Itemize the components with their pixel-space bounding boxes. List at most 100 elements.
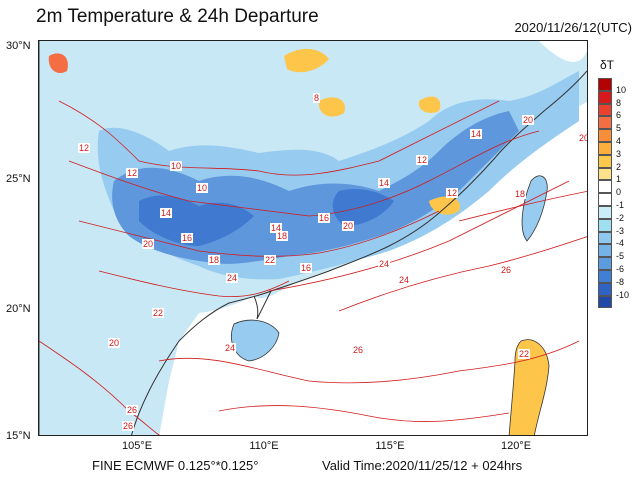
contour-label-halo (352, 345, 365, 355)
legend-swatch (598, 218, 612, 232)
contour-label-halo (318, 213, 331, 223)
lat-label-20: 20°N (6, 303, 31, 315)
contour-label: 8 (314, 93, 319, 103)
contour-label: 12 (127, 168, 137, 178)
contour-label-halo (398, 275, 411, 285)
contour-label: 24 (225, 343, 235, 353)
forecast-timestamp: 2020/11/26/12(UTC) (514, 20, 632, 35)
taiwan-island (521, 175, 548, 242)
contour-label: 14 (271, 223, 281, 233)
vietnam-coast (131, 340, 180, 435)
legend-swatch (598, 244, 612, 258)
china-coastline (39, 41, 587, 435)
contour-label: 14 (379, 178, 389, 188)
contour-label-halo (276, 231, 289, 241)
legend-tick-label: -3 (616, 225, 625, 236)
legend-tick-label: 8 (616, 97, 622, 108)
contour-label: 16 (319, 213, 329, 223)
contour-label: 22 (519, 349, 529, 359)
legend-tick-label: -4 (616, 238, 625, 249)
contour-label: 24 (379, 259, 389, 269)
legend-swatch (598, 257, 612, 270)
contour-label: 24 (227, 273, 237, 283)
contour-label-halo (416, 155, 429, 165)
legend-tick-label: -5 (616, 251, 625, 262)
contour-label: 18 (209, 255, 219, 265)
contour-label: 22 (153, 308, 163, 318)
contour-label-halo (300, 263, 313, 273)
contour-label: 26 (127, 405, 137, 415)
legend-swatch (598, 154, 612, 168)
legend-swatch (598, 129, 612, 142)
contour-label-halo (126, 168, 139, 178)
legend-swatch (598, 180, 612, 194)
contour-label: 16 (182, 233, 192, 243)
legend-tick-label: 1 (616, 174, 622, 185)
warm-patch-north (284, 48, 329, 73)
temperature-map[interactable]: 12 10 14 14 16 18 20 22 24 26 20 12 16 1… (38, 40, 588, 436)
contour-label-halo (578, 133, 587, 143)
legend-tick-label: -10 (616, 289, 630, 300)
contour-label: 20 (109, 338, 119, 348)
temperature-contours (39, 100, 587, 435)
legend-swatch (598, 269, 612, 283)
map-canvas: 12 10 14 14 16 18 20 22 24 26 20 12 16 1… (39, 41, 587, 435)
lon-label-110: 110°E (249, 440, 279, 452)
contour-label-halo (126, 405, 139, 415)
contour-label: 10 (197, 183, 207, 193)
contour-label: 26 (353, 345, 363, 355)
contour-label-halo (160, 208, 173, 218)
contour-label: 26 (501, 265, 511, 275)
legend-swatch (598, 231, 612, 245)
legend-swatch (598, 295, 612, 309)
valid-time-label: Valid Time:2020/11/25/12 + 024hrs (322, 458, 523, 473)
contour-label: 10 (171, 161, 181, 171)
contour-label-halo (226, 273, 239, 283)
contour-label-halo (181, 233, 194, 243)
warm-patch-north-2 (318, 97, 345, 117)
color-legend (598, 78, 612, 309)
lat-label-15: 15°N (6, 430, 31, 442)
lon-label-115: 115°E (375, 440, 405, 452)
contour-label-halo (518, 349, 531, 359)
legend-swatch (598, 282, 612, 296)
legend-tick-label: 2 (616, 161, 622, 172)
contour-label: 12 (79, 143, 89, 153)
legend-tick-label: -6 (616, 264, 625, 274)
legend-swatch (598, 116, 612, 130)
contour-label-group: 12 10 14 14 16 18 20 22 24 26 20 12 16 1… (78, 93, 587, 431)
contour-label: 12 (417, 155, 427, 165)
contour-label-halo (78, 143, 91, 153)
contour-label: 22 (265, 255, 275, 265)
contour-label: 20 (143, 239, 153, 249)
lat-label-30: 30°N (6, 40, 31, 52)
luzon-island (508, 339, 550, 435)
contour-label-halo (313, 93, 321, 103)
legend-swatch (598, 78, 612, 91)
contour-label-halo (378, 259, 391, 269)
contour-label: 20 (343, 221, 353, 231)
contour-label: 16 (301, 263, 311, 273)
contour-label-halo (500, 265, 513, 275)
contour-label-halo (264, 255, 277, 265)
contour-label-halo (208, 255, 221, 265)
legend-tick-label: 10 (616, 84, 627, 95)
contour-label: 20 (523, 115, 533, 125)
legend-swatch (598, 193, 612, 206)
contour-label: 18 (277, 231, 287, 241)
legend-swatch (598, 167, 612, 181)
contour-label-halo (224, 343, 237, 353)
contour-label-halo (470, 129, 483, 139)
legend-tick-label: 5 (616, 123, 622, 134)
warm-patch-east (418, 96, 441, 113)
contour-label: 14 (161, 208, 171, 218)
model-label: FINE ECMWF 0.125°*0.125° (92, 458, 259, 473)
legend-tick-label: -8 (616, 276, 625, 287)
contour-label-halo (152, 308, 165, 318)
contour-label: 26 (123, 421, 133, 431)
contour-label-halo (378, 178, 391, 188)
warm-patch-northwest (48, 53, 68, 74)
contour-label-halo (142, 239, 155, 249)
lon-label-105: 105°E (121, 440, 153, 452)
contour-label-halo (514, 189, 527, 199)
